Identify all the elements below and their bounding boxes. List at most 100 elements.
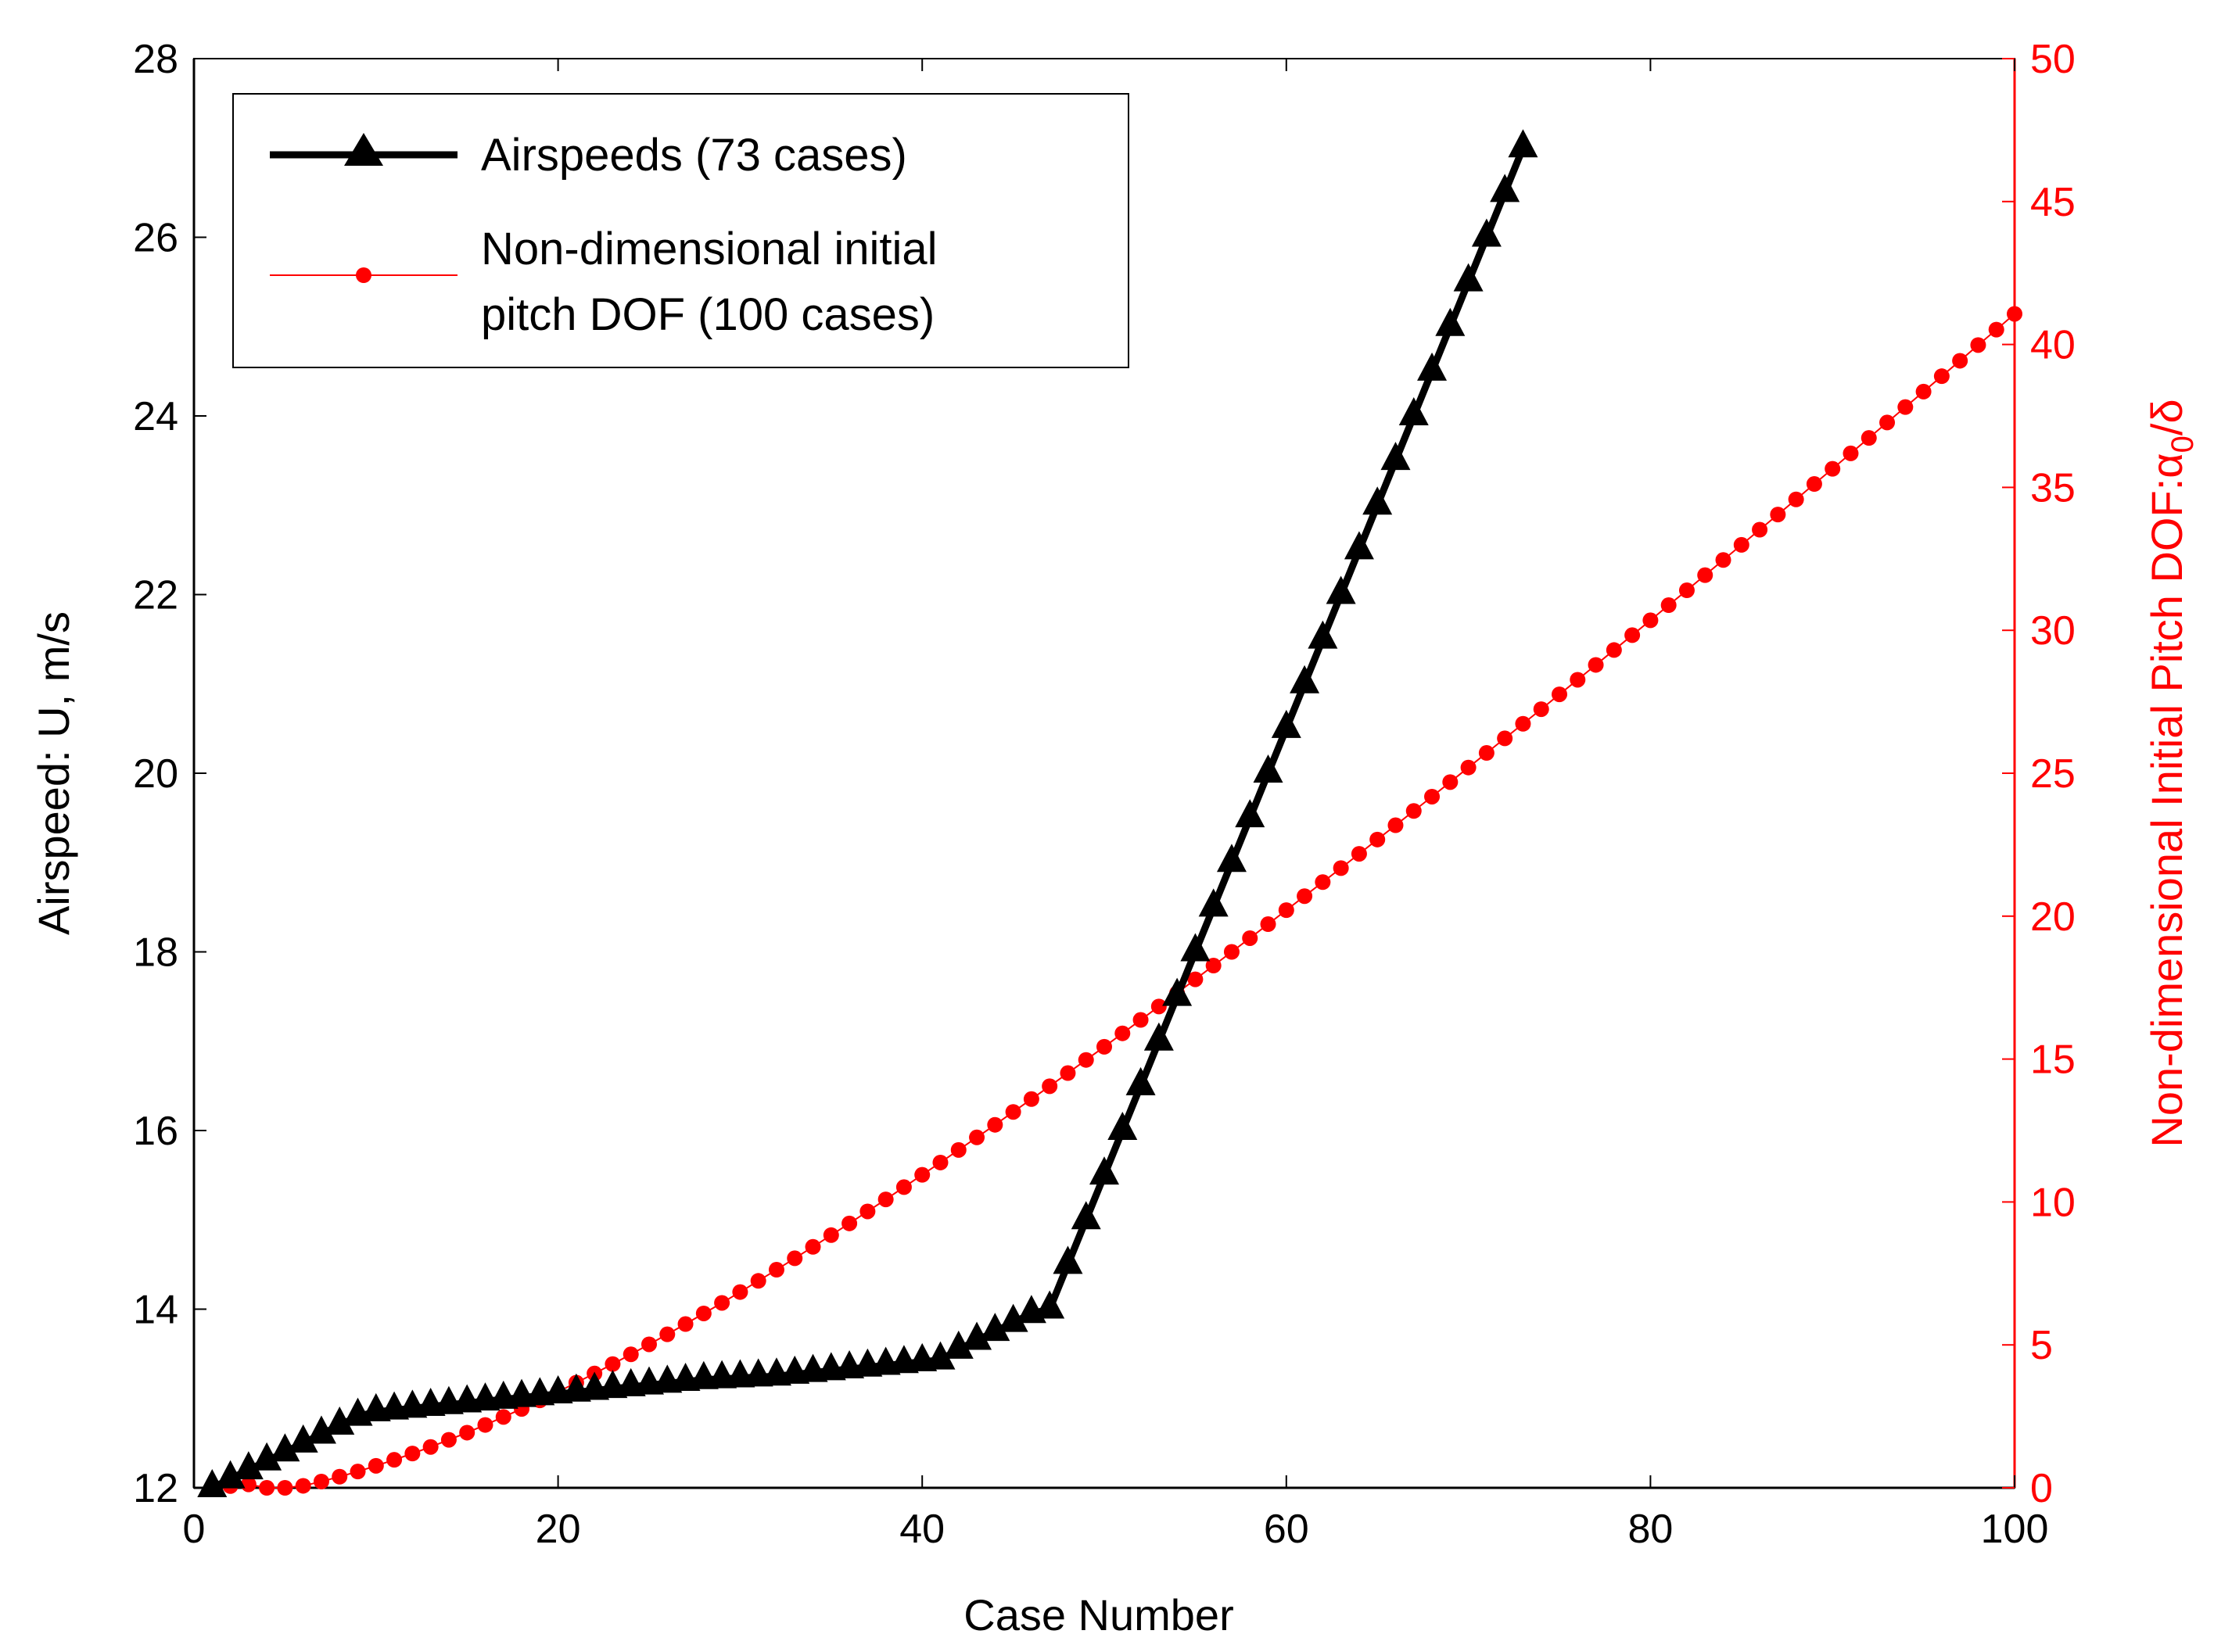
pitch-dof-point <box>259 1480 275 1496</box>
pitch-dof-point <box>1678 582 1695 599</box>
airspeed-point <box>998 1303 1028 1332</box>
airspeed-point <box>1089 1156 1119 1185</box>
right-y-tick-label: 0 <box>2030 1466 2053 1511</box>
airspeed-point <box>1380 442 1411 471</box>
airspeed-point <box>1508 129 1538 158</box>
left-y-tick-label: 18 <box>133 930 178 976</box>
right-y-tick-label: 10 <box>2030 1180 2076 1225</box>
airspeed-point <box>270 1433 300 1462</box>
x-axis-ticks: 0 20 40 60 80 100 <box>183 59 2048 1552</box>
pitch-dof-point <box>623 1346 639 1363</box>
pitch-dof-point <box>1478 745 1495 761</box>
pitch-dof-point <box>605 1356 621 1372</box>
pitch-dof-point <box>477 1417 493 1433</box>
pitch-dof-point <box>1515 715 1531 732</box>
pitch-dof-point <box>1242 930 1258 946</box>
airspeed-point <box>1326 575 1356 604</box>
pitch-dof-point <box>1624 627 1641 643</box>
pitch-dof-point <box>805 1238 821 1255</box>
airspeed-point <box>1053 1245 1083 1274</box>
pitch-dof-series <box>204 306 2022 1496</box>
pitch-dof-point <box>1060 1065 1076 1081</box>
airspeed-point <box>215 1460 246 1489</box>
delta-ratio: /δ <box>2142 399 2191 435</box>
airspeed-point <box>1071 1201 1101 1230</box>
airspeed-point <box>1216 844 1247 873</box>
airspeed-point <box>233 1451 264 1480</box>
airspeed-point <box>1198 888 1229 917</box>
pitch-dof-point <box>1005 1104 1021 1120</box>
left-y-axis-ticks: 12 14 16 18 20 22 24 26 28 <box>133 37 206 1511</box>
right-y-tick-label: 30 <box>2030 608 2076 654</box>
pitch-dof-point <box>1278 902 1294 919</box>
airspeed-point <box>1162 977 1193 1006</box>
pitch-dof-point <box>932 1154 949 1170</box>
right-y-tick-label: 50 <box>2030 37 2076 82</box>
pitch-dof-point <box>1952 353 1968 369</box>
left-y-tick-label: 28 <box>133 37 178 82</box>
pitch-dof-point <box>714 1295 730 1311</box>
right-y-axis-title-text: Non-dimensional Initial Pitch DOF: <box>2142 478 2191 1148</box>
pitch-dof-point <box>1442 774 1459 790</box>
airspeed-point <box>980 1313 1010 1342</box>
airspeed-point <box>197 1469 228 1497</box>
airspeed-point <box>325 1407 355 1435</box>
pitch-dof-point <box>1552 686 1567 703</box>
airspeed-point <box>1235 799 1265 828</box>
pitch-dof-point <box>1096 1038 1112 1055</box>
left-y-tick-label: 14 <box>133 1288 178 1333</box>
right-y-axis-title: Non-dimensional Initial Pitch DOF:α0/δ <box>2142 399 2200 1147</box>
airspeed-point <box>1453 263 1484 292</box>
pitch-dof-point <box>1424 788 1441 804</box>
pitch-dof-point <box>1933 368 1950 385</box>
pitch-dof-point <box>787 1250 803 1267</box>
airspeed-point <box>1035 1290 1065 1319</box>
left-y-tick-label: 22 <box>133 573 178 618</box>
pitch-dof-point <box>332 1468 348 1485</box>
pitch-dof-point <box>1333 860 1349 876</box>
alpha-subscript: 0 <box>2166 435 2200 453</box>
pitch-dof-point <box>914 1166 931 1183</box>
x-tick-label: 40 <box>899 1507 945 1552</box>
airspeed-point <box>1490 174 1520 202</box>
pitch-dof-point <box>1970 337 1986 353</box>
pitch-dof-point <box>1114 1025 1131 1041</box>
airspeed-point <box>1308 620 1338 649</box>
airspeed-point <box>1344 531 1374 560</box>
pitch-dof-point <box>1023 1091 1039 1107</box>
right-y-tick-label: 40 <box>2030 323 2076 368</box>
airspeed-point <box>1398 397 1429 425</box>
pitch-dof-point <box>841 1215 858 1231</box>
pitch-dof-point <box>404 1446 421 1462</box>
legend-circle-marker-icon <box>356 267 371 283</box>
pitch-dof-point <box>1497 730 1513 747</box>
pitch-dof-point <box>1770 507 1786 523</box>
airspeed-point <box>306 1415 336 1444</box>
pitch-dof-point <box>313 1473 329 1489</box>
x-tick-label: 0 <box>183 1507 206 1552</box>
pitch-dof-point <box>877 1192 894 1208</box>
pitch-dof-point <box>1042 1078 1058 1095</box>
pitch-dof-point <box>1642 612 1659 629</box>
pitch-dof-point <box>1697 567 1713 583</box>
pitch-dof-point <box>1825 460 1841 477</box>
legend: Airspeeds (73 cases) Non-dimensional ini… <box>232 93 1129 368</box>
pitch-dof-point <box>350 1464 366 1480</box>
pitch-dof-point <box>495 1409 511 1425</box>
pitch-dof-point <box>1078 1052 1094 1068</box>
pitch-dof-point <box>1132 1012 1149 1028</box>
right-y-tick-label: 45 <box>2030 180 2076 225</box>
pitch-dof-point <box>1369 831 1386 848</box>
right-y-tick-label: 5 <box>2030 1323 2053 1368</box>
pitch-dof-point <box>768 1262 784 1278</box>
pitch-dof-line <box>212 313 2015 1489</box>
pitch-dof-point <box>1351 846 1367 862</box>
airspeed-point <box>925 1341 956 1370</box>
left-y-tick-label: 12 <box>133 1466 178 1511</box>
legend-box <box>232 93 1129 368</box>
pitch-dof-point <box>695 1305 712 1321</box>
left-y-tick-label: 16 <box>133 1109 178 1154</box>
pitch-dof-point <box>1606 642 1622 658</box>
pitch-dof-point <box>1861 430 1877 446</box>
pitch-dof-point <box>1205 958 1222 974</box>
